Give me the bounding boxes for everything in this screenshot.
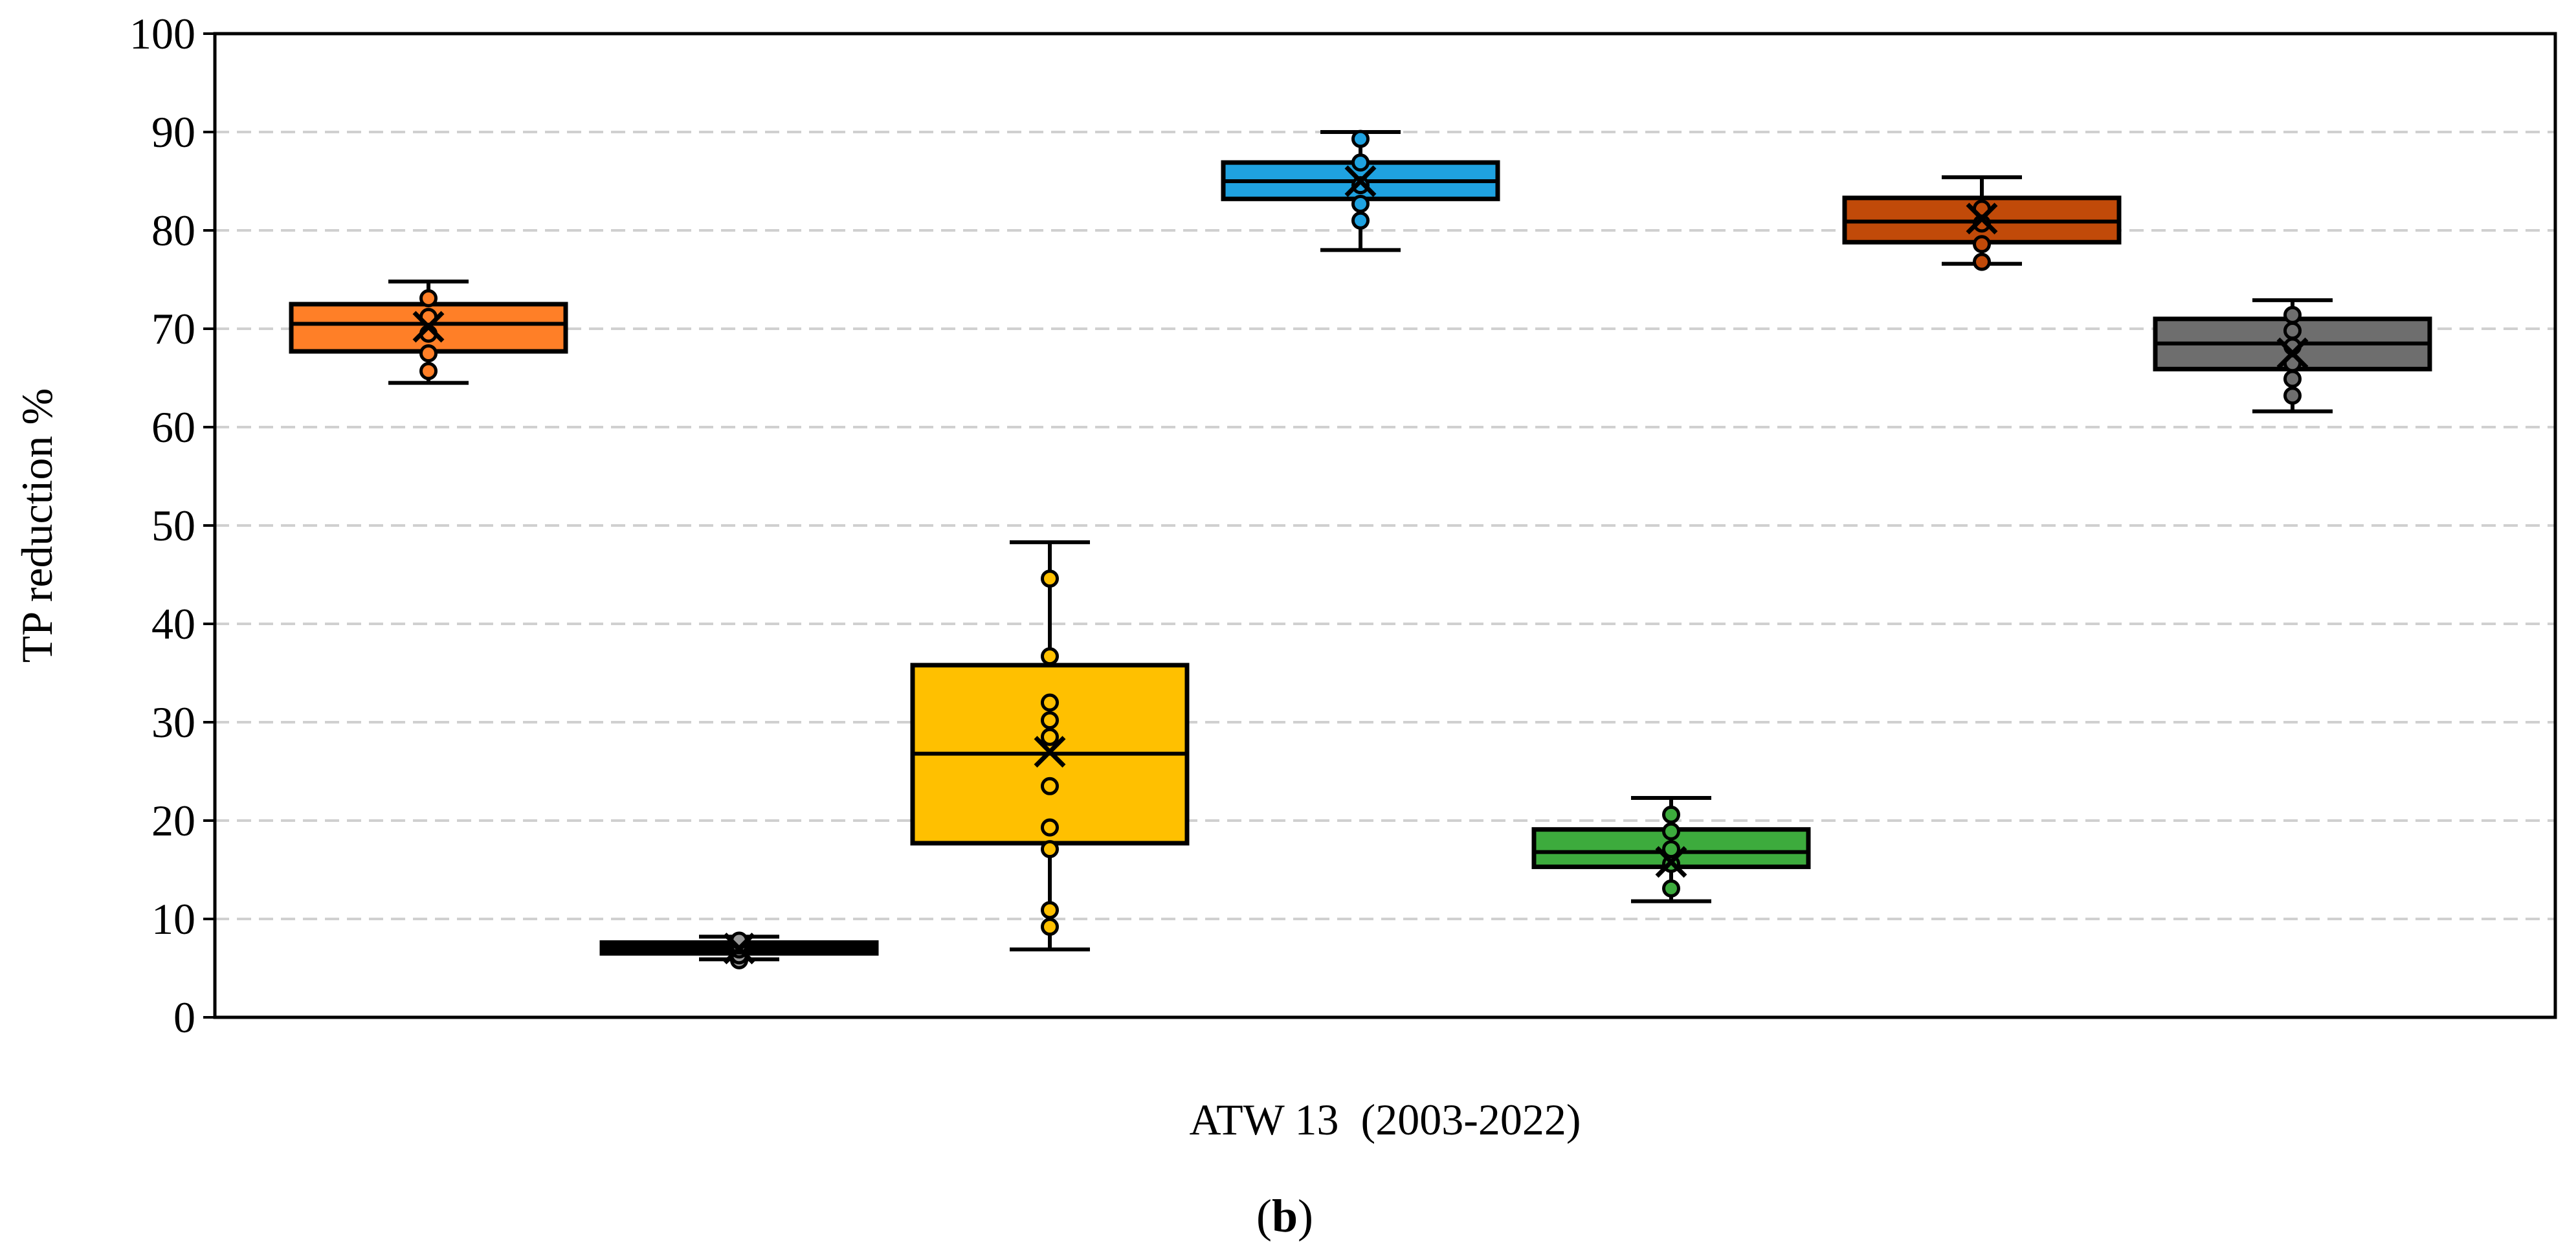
- data-point: [1973, 252, 1991, 271]
- data-point: [2283, 322, 2302, 340]
- caption-open: (: [1256, 1190, 1272, 1242]
- data-point: [419, 362, 438, 381]
- y-tick-label: 40: [151, 599, 195, 648]
- data-point: [1351, 153, 1370, 172]
- box-series-7: [2153, 298, 2432, 414]
- data-point: [2283, 386, 2302, 405]
- box-series-2: [599, 931, 879, 969]
- y-tick-label: 30: [151, 698, 195, 747]
- data-point: [1041, 569, 1059, 588]
- y-tick-label: 80: [151, 206, 195, 255]
- data-point: [1041, 727, 1059, 746]
- y-tick-label: 70: [151, 304, 195, 353]
- y-tick-label: 10: [151, 894, 195, 944]
- mean-marker: [2276, 337, 2309, 370]
- mean-marker: [1655, 846, 1687, 878]
- box-series-layer: [289, 129, 2432, 969]
- y-tick-label: 100: [129, 9, 195, 58]
- y-tick-labels: 0 10 20 30 40 50 60 70 80 90 100: [129, 9, 215, 1042]
- data-point: [2283, 305, 2302, 324]
- data-point: [419, 289, 438, 307]
- box-series-4: [1221, 129, 1500, 252]
- data-point: [1662, 840, 1680, 859]
- data-point: [1041, 901, 1059, 920]
- mean-marker: [412, 311, 445, 343]
- data-point: [1351, 176, 1370, 195]
- y-tick-label: 0: [173, 993, 195, 1042]
- y-tick-label: 90: [151, 107, 195, 157]
- mean-marker-stroke: [723, 933, 755, 965]
- caption-letter: b: [1272, 1190, 1298, 1242]
- mean-marker: [1034, 736, 1066, 768]
- data-point: [1041, 918, 1059, 936]
- data-point: [1351, 129, 1370, 148]
- box-series-3: [910, 540, 1190, 952]
- data-point: [419, 344, 438, 362]
- data-point: [1662, 822, 1680, 841]
- mean-marker: [723, 933, 755, 965]
- mean-marker-stroke: [2276, 337, 2309, 370]
- mean-marker-stroke: [1034, 736, 1066, 768]
- box-series-1: [289, 280, 568, 385]
- mean-marker: [1344, 165, 1377, 197]
- data-point: [1041, 777, 1059, 795]
- data-point: [1662, 879, 1680, 898]
- data-point: [1041, 840, 1059, 859]
- y-tick-label: 50: [151, 501, 195, 550]
- data-point: [1351, 211, 1370, 230]
- data-point: [1351, 194, 1370, 213]
- mean-marker-stroke: [1344, 165, 1377, 197]
- caption-close: ): [1298, 1190, 1313, 1242]
- data-point: [1662, 805, 1680, 824]
- y-tick-label: 60: [151, 403, 195, 452]
- data-point: [1041, 693, 1059, 712]
- mean-marker-stroke: [1655, 846, 1687, 878]
- box-series-6: [1842, 175, 2122, 271]
- y-tick-label: 20: [151, 796, 195, 845]
- y-axis-title: TP reduction %: [12, 388, 61, 663]
- figure-caption: (b): [1256, 1190, 1313, 1242]
- box-series-5: [1531, 796, 1811, 903]
- mean-marker-stroke: [412, 311, 445, 343]
- data-point: [1041, 647, 1059, 666]
- data-point: [1973, 235, 1991, 254]
- x-axis-title: ATW 13 (2003-2022): [1190, 1095, 1581, 1144]
- data-point: [1041, 818, 1059, 837]
- mean-marker-stroke: [1966, 203, 1998, 235]
- data-point: [2283, 370, 2302, 388]
- mean-marker: [1966, 203, 1998, 235]
- data-point: [1041, 711, 1059, 729]
